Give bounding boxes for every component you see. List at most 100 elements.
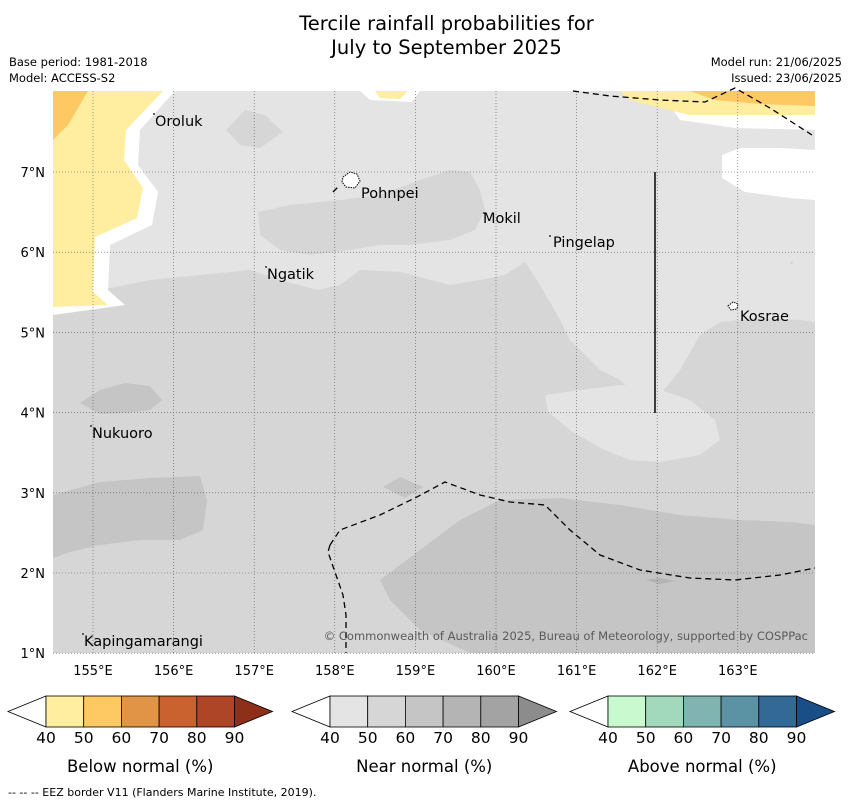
- colorbar-3: 40 50 60 70 80 90 Above normal (%): [568, 695, 836, 776]
- no-signal-region-northeast: [660, 91, 815, 200]
- model-name: Model: ACCESS-S2: [9, 71, 116, 85]
- eez-note: -- -- -- EEZ border V11 (Flanders Marine…: [8, 786, 317, 799]
- colorbar-label: Above normal (%): [628, 757, 777, 776]
- eez-borders: [327, 87, 816, 653]
- colorbar-tick-label: 40: [320, 729, 340, 747]
- below-normal-50-region-northwest: [53, 91, 88, 140]
- pingelap-dot: [549, 235, 551, 237]
- copyright-notice: © Commonwealth of Australia 2025, Bureau…: [324, 629, 808, 643]
- near-normal-50-blob-1: [226, 110, 283, 148]
- place-label-kosrae: Kosrae: [740, 309, 789, 325]
- pohnpei-island: [341, 171, 361, 189]
- colorbar-segment: [607, 695, 647, 728]
- longitude-labels: 155°E 156°E 157°E 158°E 159°E 160°E 161°E 162°E…: [73, 664, 757, 679]
- colorbar-tick-label: 80: [471, 729, 491, 747]
- island-dots: [82, 113, 551, 635]
- colorbar-segment: [121, 695, 160, 728]
- lat-tick-label: 2°N: [21, 567, 46, 582]
- mokil-dot: [483, 212, 485, 214]
- lon-tick-label: 161°E: [557, 664, 597, 679]
- lat-tick-label: 4°N: [21, 407, 46, 422]
- nukuoro-dot: [90, 425, 92, 427]
- colorbar-tick-label: 90: [225, 729, 245, 747]
- colorbar-segment: [367, 695, 406, 728]
- lat-tick-label: 7°N: [21, 166, 46, 181]
- colorbar-tick-label: 40: [598, 729, 618, 747]
- colorbar-segment: [758, 695, 797, 728]
- place-label-nukuoro: Nukuoro: [92, 426, 153, 442]
- colorbar-tick-label: 60: [112, 729, 132, 747]
- place-label-oroluk: Oroluk: [155, 114, 203, 130]
- near-normal-60-region-southeast: [380, 498, 815, 653]
- lon-tick-label: 162°E: [637, 664, 677, 679]
- colorbar-tick-label: 70: [433, 729, 453, 747]
- lat-tick-label: 6°N: [21, 246, 46, 261]
- lon-tick-label: 160°E: [476, 664, 516, 679]
- colorbar-tick-label: 60: [396, 729, 416, 747]
- colorbar-tick-label: 70: [711, 729, 731, 747]
- colorbar-label: Near normal (%): [356, 757, 492, 776]
- lon-tick-label: 158°E: [315, 664, 355, 679]
- colorbar-tick-label: 50: [74, 729, 94, 747]
- eez-border-southwest: [327, 544, 347, 653]
- below-normal-40-top-bar: [375, 91, 408, 99]
- latitude-labels: 7°N 6°N 5°N 4°N 3°N 2°N 1°N: [21, 166, 46, 662]
- place-label-ngatik: Ngatik: [267, 267, 315, 283]
- meta-right: Model run: 21/06/2025 Issued: 23/06/2025: [711, 54, 842, 86]
- lon-tick-label: 156°E: [154, 664, 194, 679]
- colorbar-tick-label: 80: [187, 729, 207, 747]
- colorbar-tick-label: 40: [36, 729, 56, 747]
- meta-left: Base period: 1981-2018 Model: ACCESS-S2: [9, 54, 148, 86]
- eez-border-south: [329, 481, 816, 581]
- lon-tick-label: 163°E: [718, 664, 758, 679]
- near-normal-40-region-east: [545, 385, 720, 462]
- ngatik-dot: [265, 266, 267, 268]
- near-normal-60-blob-small: [645, 578, 675, 584]
- below-normal-40-region-northwest: [53, 91, 163, 307]
- lat-tick-label: 3°N: [21, 487, 46, 502]
- lat-tick-label: 5°N: [21, 326, 46, 341]
- colorbar-max-extension: [234, 695, 274, 728]
- colorbar-min-extension: [290, 695, 331, 728]
- place-label-pingelap: Pingelap: [553, 235, 615, 251]
- lon-tick-label: 157°E: [234, 664, 274, 679]
- colorbar-tick-label: 90: [787, 729, 807, 747]
- place-label-kapingamarangi: Kapingamarangi: [84, 634, 203, 650]
- colorbar-segment: [158, 695, 198, 728]
- colorbar-min-extension: [6, 695, 47, 728]
- model-run: Model run: 21/06/2025: [710, 55, 842, 69]
- near-normal-50-blob-south: [305, 518, 340, 548]
- map-fill-layers: [53, 91, 815, 653]
- colorbar-segment: [720, 695, 760, 728]
- issued-date: Issued: 23/06/2025: [731, 71, 842, 85]
- colorbar-max-extension: [518, 695, 558, 728]
- colorbar-segment: [329, 695, 369, 728]
- lon-tick-label: 155°E: [73, 664, 113, 679]
- colorbar-segment: [196, 695, 235, 728]
- colorbar-tick-label: 60: [674, 729, 694, 747]
- colorbar-segment: [480, 695, 519, 728]
- colorbar-segment: [442, 695, 482, 728]
- colorbars: 40 50 60 70 80 90 Below normal (%) 40 50 60 70 80 90…: [6, 695, 836, 776]
- colorbar-tick-label: 90: [509, 729, 529, 747]
- colorbar-tick-label: 50: [636, 729, 656, 747]
- eez-border-pohnpei: [332, 184, 341, 193]
- lon-tick-label: 159°E: [396, 664, 436, 679]
- colorbar-segment: [45, 695, 85, 728]
- near-normal-60-region-southwest: [53, 476, 207, 558]
- title-line-1: Tercile rainfall probabilities for: [299, 12, 594, 35]
- eez-border-north: [572, 87, 813, 136]
- near-normal-40-region-north: [53, 91, 815, 400]
- kapingamarangi-dot: [82, 633, 84, 635]
- lat-tick-label: 1°N: [21, 647, 46, 662]
- near-normal-50-band: [258, 170, 485, 255]
- islands: [341, 171, 739, 311]
- colorbar-segment: [683, 695, 722, 728]
- place-label-pohnpei: Pohnpei: [361, 186, 419, 202]
- colorbar-segment: [83, 695, 122, 728]
- kosrae-island: [727, 301, 739, 311]
- colorbar-tick-label: 70: [149, 729, 169, 747]
- title-line-2: July to September 2025: [331, 36, 562, 59]
- colorbar-tick-label: 80: [749, 729, 769, 747]
